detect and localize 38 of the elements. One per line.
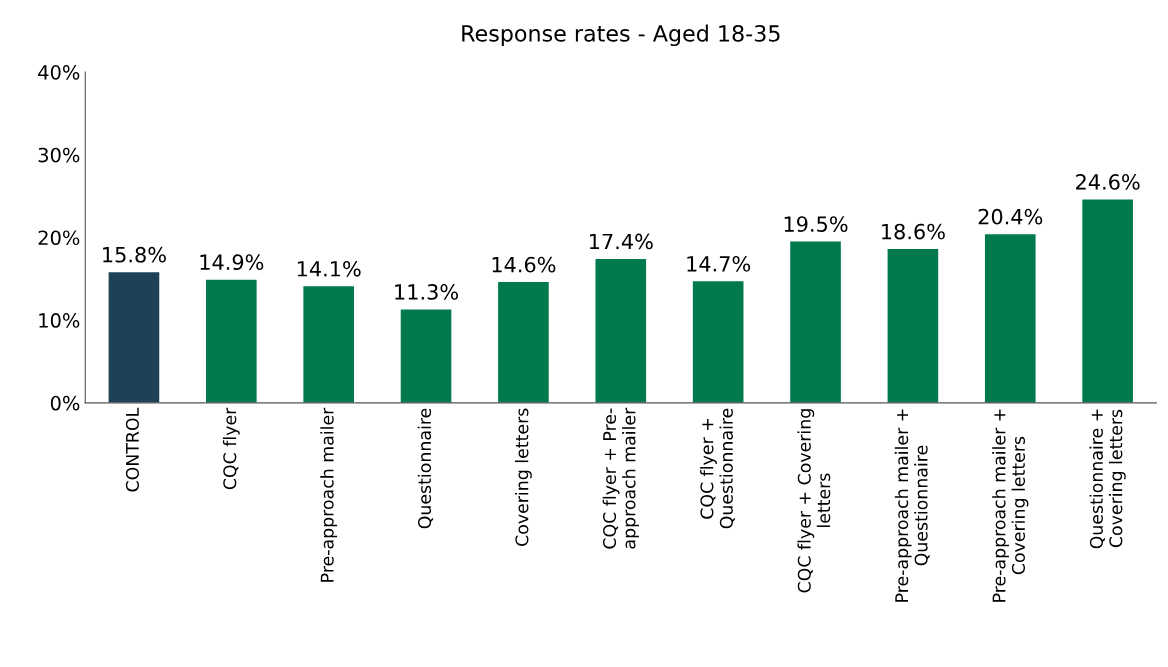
bar — [1082, 199, 1133, 403]
data-label: 20.4% — [978, 208, 1043, 225]
x-tick-label: Pre-approach mailer — [320, 407, 338, 582]
x-tick-label: CQC flyer — [222, 407, 240, 490]
bar — [790, 241, 841, 403]
data-label: 14.6% — [492, 256, 556, 273]
y-tick-label: 40% — [38, 64, 80, 80]
data-label: 18.6% — [882, 223, 945, 240]
x-tick-label: CQC flyer + Pre- approach mailer — [602, 407, 639, 549]
chart-title: Response rates - Aged 18-35 — [462, 24, 780, 47]
y-tick-label: 10% — [39, 313, 80, 328]
x-tick-label: CONTROL — [125, 407, 139, 492]
bar — [206, 279, 257, 403]
x-tick-label: Questionnaire — [417, 408, 434, 529]
y-tick-label: 30% — [38, 147, 80, 163]
data-label: 14.7% — [687, 255, 751, 272]
bar — [400, 309, 452, 403]
bar — [887, 249, 939, 403]
bar — [984, 234, 1036, 403]
bar — [692, 281, 744, 403]
x-tick-label: Pre-approach mailer + Covering letters — [992, 409, 1029, 602]
data-label: 15.8% — [103, 246, 166, 263]
bar — [498, 282, 549, 403]
data-label: 14.9% — [200, 254, 264, 271]
y-tick-label: 0% — [50, 395, 80, 411]
x-tick-label: Questionnaire + Covering letters — [1089, 409, 1126, 549]
y-tick-label: 20% — [38, 230, 80, 246]
x-tick-label: CQC flyer + Questionnaire — [700, 408, 735, 529]
bar — [303, 286, 354, 403]
x-tick-label: CQC flyer + Covering letters — [797, 409, 831, 593]
data-label: 24.6% — [1076, 174, 1140, 190]
data-label: 19.5% — [784, 216, 848, 232]
data-label: 11.3% — [395, 284, 458, 300]
x-tick-label: Covering letters — [515, 408, 532, 546]
data-label: 14.1% — [297, 260, 361, 277]
data-label: 17.4% — [589, 233, 653, 250]
bar — [108, 272, 160, 403]
bar — [595, 258, 647, 403]
